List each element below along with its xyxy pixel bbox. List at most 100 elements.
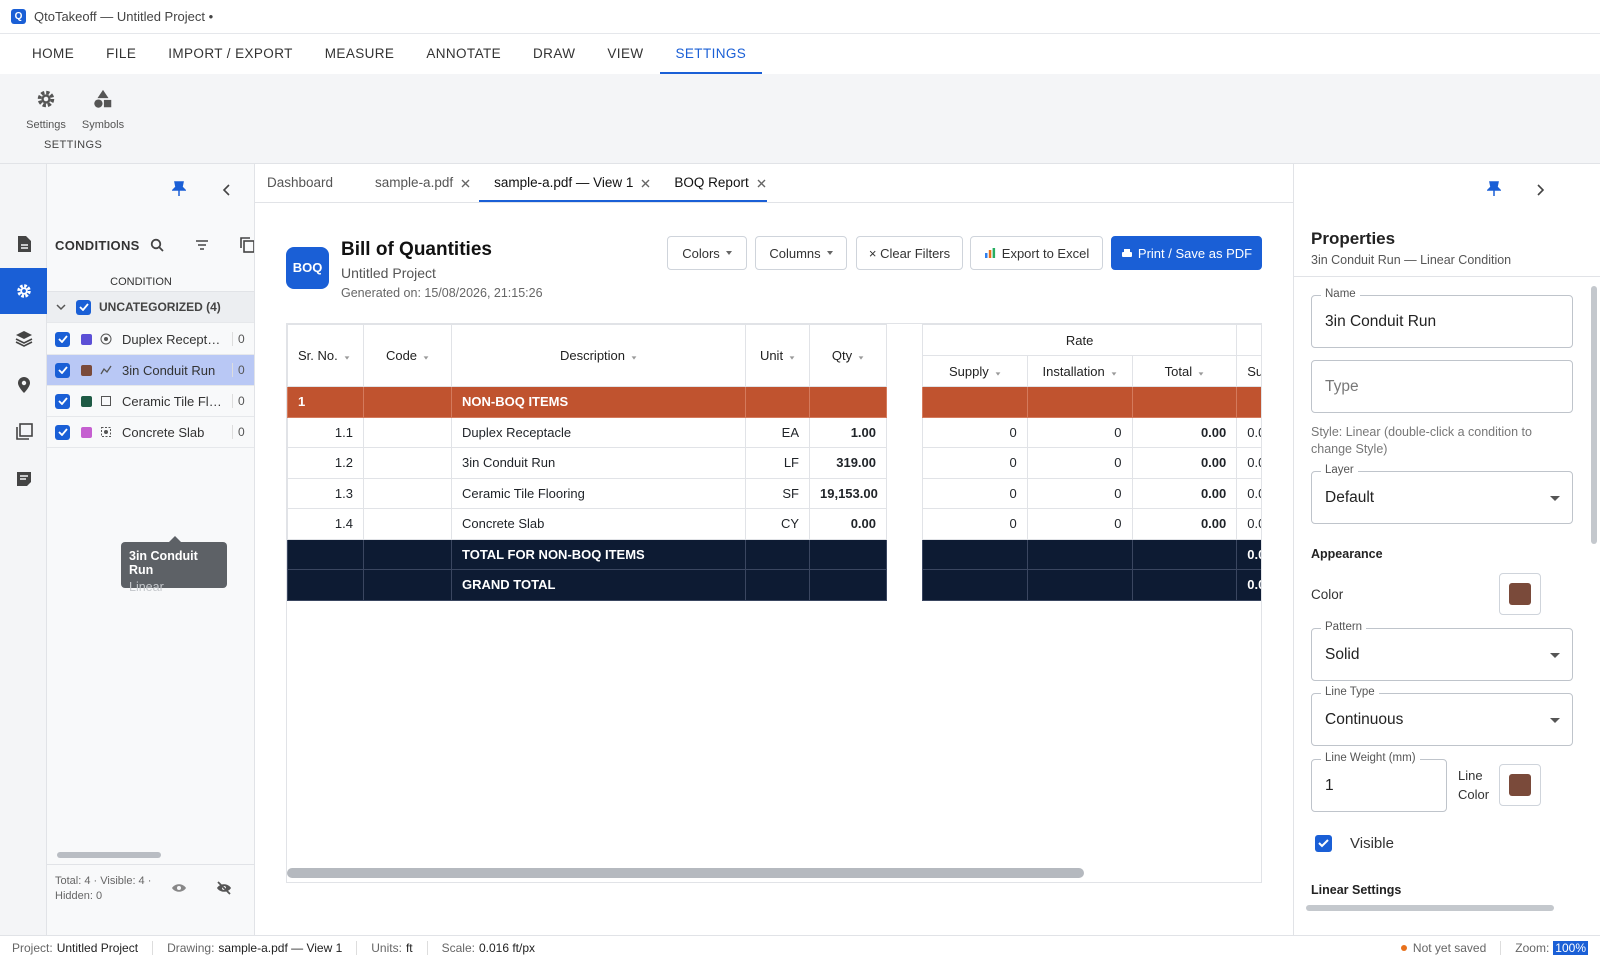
zoom-value[interactable]: 100% <box>1553 941 1588 955</box>
scrollbar[interactable] <box>287 868 1084 878</box>
sort-icon[interactable] <box>344 356 350 360</box>
menu-item[interactable]: ANNOTATE <box>426 46 502 61</box>
tab[interactable]: BOQ Report <box>662 164 777 202</box>
column-header[interactable]: Sr. No. <box>287 324 364 387</box>
show-all-button[interactable] <box>171 882 187 894</box>
tab-label: sample-a.pdf <box>375 175 454 190</box>
menu-item[interactable]: IMPORT / EXPORT <box>168 46 293 61</box>
copy-button[interactable] <box>240 237 255 253</box>
rail-button[interactable] <box>0 362 47 408</box>
checkbox[interactable] <box>55 331 70 347</box>
column-header[interactable]: Installation <box>1026 355 1133 387</box>
rail-button[interactable] <box>0 221 47 267</box>
sort-icon[interactable] <box>1198 371 1204 376</box>
properties-panel: Properties 3in Conduit Run — Linear Cond… <box>1293 164 1600 935</box>
menu-item[interactable]: HOME <box>32 46 75 61</box>
condition-row[interactable]: Duplex Receptacle 0.00 <box>47 324 254 355</box>
menu-item[interactable]: DRAW <box>533 46 576 61</box>
pin-button[interactable] <box>1487 181 1501 197</box>
table-cell: 0 <box>922 477 1028 509</box>
toolbar-button[interactable]: Export to Excel <box>970 236 1103 270</box>
table-cell: 0.00 <box>1131 508 1238 540</box>
toolbar-button[interactable]: Colors <box>667 236 747 270</box>
condition-name: Duplex Receptacle <box>122 331 222 347</box>
scrollbar[interactable] <box>57 852 161 858</box>
pin-button[interactable] <box>172 181 186 197</box>
condition-row[interactable]: Concrete Slab 0.00 <box>47 417 254 448</box>
sort-icon[interactable] <box>995 371 1001 376</box>
tooltip-title: 3in Conduit Run <box>129 549 198 577</box>
column-header[interactable]: Description <box>451 324 746 387</box>
line-type-select[interactable]: Line Type Continuous <box>1311 686 1573 746</box>
tab-close[interactable] <box>461 164 470 202</box>
button-label: Print / Save as PDF <box>1137 245 1253 261</box>
search-button[interactable] <box>150 238 164 252</box>
expand-button[interactable] <box>1536 184 1546 196</box>
sort-icon[interactable] <box>631 356 637 360</box>
visible-checkbox[interactable] <box>1315 835 1332 852</box>
status-label: Scale: <box>441 941 475 955</box>
column-header[interactable]: Qty <box>809 324 887 387</box>
menu-item[interactable]: SETTINGS <box>659 34 763 74</box>
table-cell <box>287 538 364 570</box>
toolbar-button[interactable]: Print / Save as PDF <box>1111 236 1262 270</box>
toolbar-button[interactable]: × Clear Filters <box>856 236 963 270</box>
sort-icon[interactable] <box>423 356 429 360</box>
menu-item[interactable]: FILE <box>106 46 137 61</box>
check-icon <box>78 303 89 311</box>
field-label: Line Weight (mm) <box>1321 752 1420 764</box>
rail-button-active[interactable] <box>0 268 47 314</box>
column-header[interactable]: Total <box>1131 355 1238 387</box>
ribbon-button[interactable]: Symbols <box>75 88 131 131</box>
toolbar-button[interactable]: Columns <box>755 236 847 270</box>
column-header[interactable]: Code <box>363 324 452 387</box>
checkbox[interactable] <box>76 299 91 315</box>
color-swatch[interactable] <box>1499 573 1541 615</box>
tab-close[interactable] <box>757 164 766 202</box>
rail-button[interactable] <box>0 315 47 361</box>
tab[interactable]: Dashboard <box>255 164 363 202</box>
name-field[interactable]: Name 3in Conduit Run <box>1311 288 1573 348</box>
condition-row[interactable]: 3in Conduit Run 0.00 <box>47 355 254 386</box>
collapse-button[interactable] <box>221 184 231 196</box>
layer-select[interactable]: Layer Default <box>1311 464 1573 524</box>
condition-row[interactable]: Ceramic Tile Flooring 0.00 <box>47 386 254 417</box>
scrollbar[interactable] <box>1306 905 1554 911</box>
tooltip: 3in Conduit Run Linear <box>121 536 227 594</box>
condition-qty: 0.00 <box>232 332 245 346</box>
menu-item[interactable]: VIEW <box>607 46 644 61</box>
header-label: Qty <box>831 348 853 363</box>
tab[interactable]: sample-a.pdf <box>363 164 482 202</box>
rail-button[interactable] <box>0 456 47 502</box>
sort-icon[interactable] <box>858 356 864 360</box>
swatch-fill <box>1509 774 1531 796</box>
section-title: Linear Settings <box>1311 883 1402 897</box>
hide-all-button[interactable] <box>216 881 232 895</box>
menu-item[interactable]: MEASURE <box>324 46 395 61</box>
tab-close[interactable] <box>641 164 650 202</box>
column-header[interactable]: Unit <box>745 324 810 387</box>
checkbox[interactable] <box>55 362 70 378</box>
checkbox[interactable] <box>55 424 70 440</box>
checkbox[interactable] <box>55 393 70 409</box>
table-cell <box>1026 386 1133 418</box>
type-field[interactable]: Type <box>1311 360 1573 413</box>
table-cell <box>363 416 452 448</box>
line-color-swatch[interactable] <box>1499 764 1541 806</box>
column-header[interactable]: Supply <box>922 355 1028 387</box>
sort-icon[interactable] <box>789 356 795 360</box>
rail-button[interactable] <box>0 409 47 455</box>
filter-button[interactable] <box>195 239 209 251</box>
group-row[interactable]: UNCATEGORIZED (4) <box>47 292 254 323</box>
ribbon-button[interactable]: Settings <box>18 88 74 131</box>
status-value: Untitled Project <box>56 941 139 955</box>
sort-icon[interactable] <box>1111 371 1117 376</box>
column-header[interactable]: Supply <box>1236 355 1261 387</box>
dropdown-arrow <box>1550 496 1560 501</box>
pattern-select[interactable]: Pattern Solid <box>1311 621 1573 681</box>
field-value: Default <box>1325 488 1375 506</box>
tab[interactable]: sample-a.pdf — View 1 <box>482 164 662 202</box>
table-cell: 0.00 <box>1236 477 1261 509</box>
line-weight-field[interactable]: Line Weight (mm) 1 <box>1311 752 1447 812</box>
scrollbar[interactable] <box>1591 286 1597 544</box>
